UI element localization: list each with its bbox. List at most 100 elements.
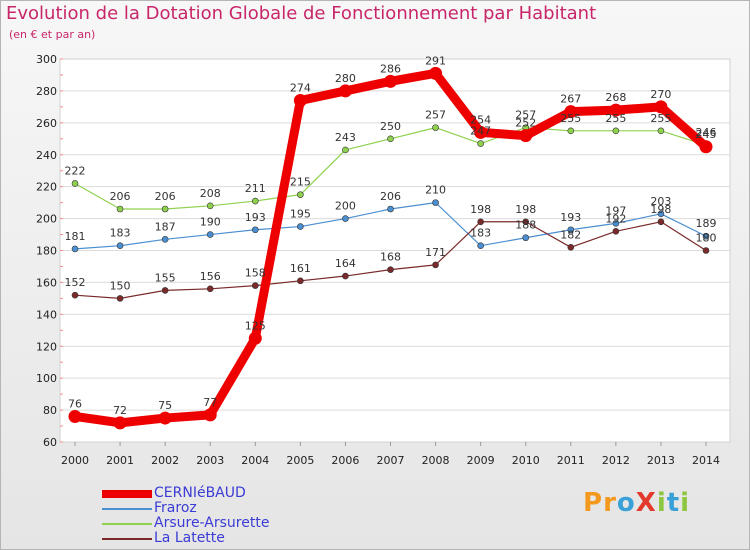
logo-letter: i <box>680 488 691 518</box>
data-point-fraroz <box>71 245 79 253</box>
data-label-la-latette: 158 <box>245 267 266 280</box>
data-label-la-latette: 192 <box>605 212 626 225</box>
y-tick-label: 200 <box>36 213 57 226</box>
data-label-la-latette: 155 <box>155 271 176 284</box>
data-point-cerni-baud <box>474 125 488 139</box>
data-point-la-latette <box>161 287 169 294</box>
data-point-arsure-arsurette <box>251 197 259 205</box>
data-label-cerni-baud: 75 <box>158 399 172 412</box>
data-point-cerni-baud <box>113 416 127 430</box>
y-tick-label: 160 <box>36 276 57 289</box>
data-label-fraroz: 195 <box>290 208 311 221</box>
data-point-arsure-arsurette <box>71 180 79 187</box>
data-point-arsure-arsurette <box>432 124 439 131</box>
data-label-la-latette: 152 <box>65 276 86 289</box>
data-point-cerni-baud <box>384 74 397 88</box>
data-point-la-latette <box>432 261 439 269</box>
data-label-cerni-baud: 268 <box>605 91 626 104</box>
x-tick-label: 2001 <box>106 454 134 467</box>
data-label-fraroz: 193 <box>245 211 266 224</box>
data-label-cerni-baud: 252 <box>515 117 536 130</box>
chart-subtitle: (en € et par an) <box>9 28 96 41</box>
data-point-cerni-baud <box>519 129 533 143</box>
y-tick-label: 100 <box>36 372 57 385</box>
data-label-cerni-baud: 254 <box>470 113 491 126</box>
data-label-cerni-baud: 280 <box>335 72 356 85</box>
data-label-cerni-baud: 274 <box>290 81 311 94</box>
data-label-la-latette: 150 <box>110 279 131 292</box>
logo-letter: r <box>603 488 617 518</box>
data-point-la-latette <box>71 291 79 299</box>
data-label-cerni-baud: 270 <box>650 88 671 101</box>
data-point-fraroz <box>387 205 394 213</box>
data-label-arsure-arsurette: 257 <box>515 109 536 122</box>
data-label-cerni-baud: 125 <box>245 319 266 332</box>
x-tick-label: 2004 <box>241 454 269 467</box>
data-point-cerni-baud <box>564 105 578 119</box>
data-label-la-latette: 198 <box>470 203 491 216</box>
data-label-fraroz: 197 <box>605 204 626 217</box>
y-tick-label: 300 <box>36 53 57 66</box>
data-label-arsure-arsurette: 257 <box>425 109 446 122</box>
data-point-cerni-baud <box>68 409 82 423</box>
x-tick-label: 2008 <box>422 454 450 467</box>
gridlines <box>60 90 730 411</box>
data-label-cerni-baud: 77 <box>203 396 217 409</box>
data-label-arsure-arsurette: 222 <box>65 164 86 177</box>
x-tick-label: 2007 <box>377 454 405 467</box>
x-tick-label: 2009 <box>467 454 495 467</box>
legend-swatch <box>102 490 152 498</box>
data-point-fraroz <box>477 242 484 250</box>
legend-label: Fraroz <box>154 500 197 516</box>
data-label-arsure-arsurette: 255 <box>560 112 581 125</box>
legend-swatch <box>102 538 152 540</box>
data-point-arsure-arsurette <box>342 146 349 154</box>
data-point-fraroz <box>567 226 575 234</box>
logo-letter: X <box>635 488 657 518</box>
axes: 60 80 100 120 140 160 180 200 220 240 260 280 300 200… <box>36 53 720 467</box>
data-point-la-latette <box>116 295 124 302</box>
data-label-fraroz: 206 <box>380 190 401 203</box>
data-label-fraroz: 183 <box>110 227 131 240</box>
data-point-arsure-arsurette <box>161 205 169 213</box>
data-point-arsure-arsurette <box>206 202 214 210</box>
data-point-la-latette <box>522 218 530 226</box>
legend-swatch <box>102 523 152 525</box>
data-label-la-latette: 182 <box>560 228 581 241</box>
x-tick-label: 2011 <box>557 454 585 467</box>
data-label-fraroz: 200 <box>335 200 356 213</box>
data-label-cerni-baud: 76 <box>68 397 82 410</box>
data-label-cerni-baud: 291 <box>425 54 446 67</box>
data-point-la-latette <box>612 228 620 235</box>
data-point-arsure-arsurette <box>387 135 394 143</box>
data-label-fraroz: 190 <box>200 216 221 229</box>
data-point-fraroz <box>251 226 259 234</box>
legend-label: La Latette <box>154 530 225 546</box>
data-point-la-latette <box>567 244 575 251</box>
data-label-fraroz: 188 <box>515 219 536 232</box>
data-point-fraroz <box>432 199 439 206</box>
data-point-cerni-baud <box>609 103 623 117</box>
data-label-la-latette: 180 <box>696 232 717 245</box>
data-point-fraroz <box>297 223 304 230</box>
data-point-la-latette <box>206 285 214 293</box>
data-label-arsure-arsurette: 255 <box>605 112 626 125</box>
x-tick-label: 2010 <box>512 454 540 467</box>
data-label-la-latette: 198 <box>650 203 671 216</box>
data-point-fraroz <box>206 231 214 238</box>
data-point-la-latette <box>657 218 665 226</box>
y-tick-label: 180 <box>36 245 57 258</box>
data-point-fraroz <box>522 234 530 242</box>
data-point-cerni-baud <box>293 93 307 107</box>
data-point-fraroz <box>657 210 665 218</box>
y-tick-label: 280 <box>36 85 57 98</box>
data-point-cerni-baud <box>248 331 262 345</box>
x-tick-label: 2014 <box>692 454 720 467</box>
data-label-fraroz: 187 <box>155 220 176 233</box>
data-label-la-latette: 171 <box>425 246 446 259</box>
data-point-la-latette <box>702 247 710 254</box>
data-label-arsure-arsurette: 246 <box>696 126 717 139</box>
data-label-arsure-arsurette: 206 <box>155 190 176 203</box>
data-label-arsure-arsurette: 243 <box>335 131 356 144</box>
